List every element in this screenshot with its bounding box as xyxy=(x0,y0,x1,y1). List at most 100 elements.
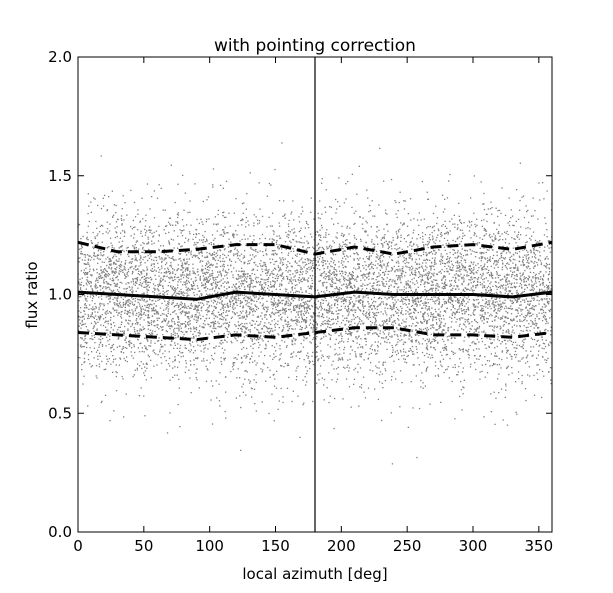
scatter-point xyxy=(414,271,416,273)
scatter-point xyxy=(485,363,487,366)
scatter-point xyxy=(391,463,394,465)
scatter-point xyxy=(484,263,486,265)
scatter-point xyxy=(430,313,432,315)
scatter-point xyxy=(486,268,488,270)
scatter-point xyxy=(291,211,293,213)
scatter-point xyxy=(434,279,437,281)
scatter-point xyxy=(241,218,243,220)
scatter-point xyxy=(299,270,301,273)
scatter-point xyxy=(496,345,498,348)
scatter-point xyxy=(334,276,336,279)
scatter-point xyxy=(382,324,384,326)
scatter-point xyxy=(154,325,156,327)
scatter-point xyxy=(78,325,80,327)
scatter-point xyxy=(506,424,509,426)
scatter-point xyxy=(543,343,546,345)
scatter-point xyxy=(182,310,184,312)
scatter-point xyxy=(367,283,369,286)
scatter-point xyxy=(454,316,456,319)
scatter-point xyxy=(240,449,242,451)
scatter-point xyxy=(422,316,424,318)
scatter-point xyxy=(508,290,510,292)
scatter-point xyxy=(245,281,248,283)
scatter-point xyxy=(144,228,146,231)
scatter-point xyxy=(249,296,251,298)
scatter-point xyxy=(297,351,299,353)
scatter-point xyxy=(378,361,380,363)
scatter-point xyxy=(107,312,109,314)
scatter-point xyxy=(286,325,288,328)
scatter-point xyxy=(204,284,207,286)
scatter-point xyxy=(150,269,152,271)
scatter-point xyxy=(345,301,347,303)
scatter-point xyxy=(260,260,262,262)
scatter-point xyxy=(547,343,550,345)
scatter-point xyxy=(372,290,374,292)
scatter-point xyxy=(225,417,227,419)
scatter-point xyxy=(346,287,348,289)
scatter-point xyxy=(533,246,536,248)
scatter-point xyxy=(269,258,271,260)
scatter-point xyxy=(426,338,428,340)
scatter-point xyxy=(359,386,361,388)
scatter-point xyxy=(456,311,458,313)
scatter-point xyxy=(404,200,406,202)
scatter-point xyxy=(497,232,499,234)
scatter-point xyxy=(476,348,478,350)
scatter-point xyxy=(487,271,490,274)
scatter-point xyxy=(369,252,371,254)
scatter-point xyxy=(339,358,341,360)
scatter-point xyxy=(169,313,172,315)
scatter-point xyxy=(548,268,550,270)
scatter-point xyxy=(112,343,115,346)
scatter-point xyxy=(127,275,129,277)
scatter-point xyxy=(384,209,387,211)
scatter-point xyxy=(104,274,106,276)
scatter-point xyxy=(440,323,442,325)
scatter-point xyxy=(362,275,364,277)
scatter-point xyxy=(350,324,352,326)
scatter-point xyxy=(375,235,377,237)
scatter-point xyxy=(521,274,524,276)
scatter-point xyxy=(182,284,184,286)
scatter-point xyxy=(534,278,537,280)
scatter-point xyxy=(447,301,450,303)
scatter-point xyxy=(349,302,352,305)
scatter-point xyxy=(161,279,164,281)
scatter-point xyxy=(397,210,399,212)
scatter-point xyxy=(444,279,447,281)
scatter-point xyxy=(147,306,149,309)
scatter-point xyxy=(424,327,427,330)
scatter-point xyxy=(489,260,491,262)
scatter-point xyxy=(217,223,219,225)
scatter-point xyxy=(105,355,108,357)
scatter-point xyxy=(184,292,186,294)
scatter-point xyxy=(401,355,403,357)
scatter-point xyxy=(245,328,248,330)
scatter-point xyxy=(110,316,112,319)
scatter-point xyxy=(169,412,171,414)
scatter-point xyxy=(328,317,330,319)
scatter-point xyxy=(372,267,374,270)
scatter-point xyxy=(287,321,289,323)
scatter-point xyxy=(89,296,92,298)
scatter-point xyxy=(540,308,542,310)
scatter-point xyxy=(364,305,366,307)
scatter-point xyxy=(222,304,224,306)
scatter-point xyxy=(156,340,159,342)
scatter-point xyxy=(290,319,292,321)
scatter-point xyxy=(122,195,124,197)
scatter-point xyxy=(539,331,541,333)
scatter-point xyxy=(129,342,131,344)
scatter-point xyxy=(409,333,411,335)
scatter-point xyxy=(249,357,252,360)
scatter-point xyxy=(420,379,422,382)
scatter-point xyxy=(195,229,198,231)
scatter-point xyxy=(495,315,498,317)
scatter-point xyxy=(285,248,287,251)
scatter-point xyxy=(521,260,524,263)
scatter-point xyxy=(266,254,268,256)
scatter-point xyxy=(347,275,349,277)
scatter-point xyxy=(316,230,318,233)
scatter-point xyxy=(120,269,122,271)
